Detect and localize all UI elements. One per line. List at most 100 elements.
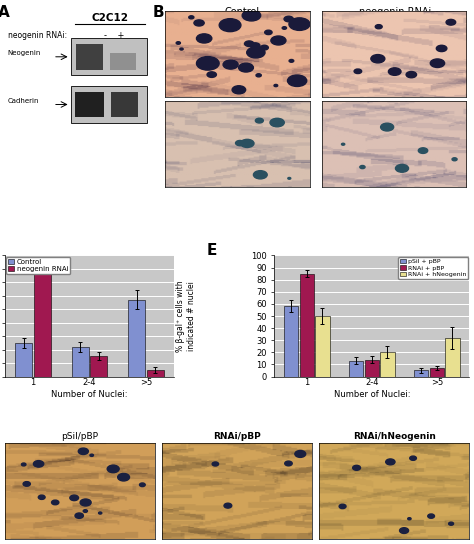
Circle shape	[288, 177, 291, 179]
Circle shape	[430, 59, 445, 67]
Circle shape	[194, 20, 204, 26]
Circle shape	[236, 140, 244, 146]
Circle shape	[38, 495, 45, 499]
Bar	[72, 347, 89, 376]
Circle shape	[245, 41, 254, 46]
Bar	[414, 370, 428, 376]
Circle shape	[34, 461, 44, 467]
Circle shape	[250, 43, 260, 48]
Circle shape	[264, 30, 272, 35]
Bar	[15, 343, 32, 376]
Circle shape	[196, 34, 212, 43]
Circle shape	[256, 74, 261, 77]
Circle shape	[232, 86, 246, 94]
Circle shape	[212, 462, 219, 466]
Circle shape	[242, 10, 261, 21]
Text: neogenin RNAi: neogenin RNAi	[359, 7, 432, 17]
Circle shape	[99, 512, 102, 514]
Circle shape	[180, 48, 183, 50]
Text: E: E	[206, 243, 217, 258]
Circle shape	[436, 45, 447, 52]
Circle shape	[408, 518, 411, 520]
Circle shape	[284, 16, 293, 22]
Circle shape	[274, 84, 278, 86]
Circle shape	[386, 459, 395, 465]
Bar	[75, 91, 104, 118]
Title: pSil/pBP: pSil/pBP	[61, 432, 98, 441]
Text: Cadherin: Cadherin	[8, 98, 39, 104]
Circle shape	[353, 465, 361, 471]
Circle shape	[395, 164, 409, 172]
Circle shape	[375, 24, 382, 29]
Bar	[445, 338, 459, 376]
Circle shape	[80, 499, 91, 506]
Circle shape	[419, 148, 428, 153]
Circle shape	[223, 60, 238, 69]
Bar	[91, 356, 107, 376]
Text: C2C12: C2C12	[91, 13, 128, 23]
Circle shape	[90, 454, 93, 456]
Bar	[315, 316, 329, 376]
Circle shape	[107, 465, 119, 473]
Title: RNAi/hNeogenin: RNAi/hNeogenin	[353, 432, 436, 441]
Circle shape	[197, 57, 219, 70]
Circle shape	[285, 461, 292, 466]
Bar	[76, 44, 103, 70]
Text: neogenin RNAi:: neogenin RNAi:	[8, 31, 67, 40]
Bar	[34, 266, 51, 376]
Circle shape	[260, 45, 268, 50]
Legend: pSil + pBP, RNAi + pBP, RNAi + hNeogenin: pSil + pBP, RNAi + pBP, RNAi + hNeogenin	[398, 257, 468, 279]
Text: A: A	[0, 5, 9, 21]
Circle shape	[295, 450, 306, 458]
Circle shape	[139, 483, 145, 486]
Circle shape	[118, 473, 129, 481]
Text: B: B	[153, 5, 164, 21]
Circle shape	[176, 42, 181, 44]
Circle shape	[428, 514, 435, 518]
Circle shape	[371, 54, 385, 63]
Circle shape	[406, 71, 417, 78]
Circle shape	[189, 16, 194, 19]
Circle shape	[75, 513, 83, 518]
X-axis label: Number of Nuclei:: Number of Nuclei:	[51, 390, 128, 399]
Circle shape	[339, 504, 346, 509]
Bar	[300, 274, 314, 376]
Bar	[147, 370, 164, 376]
Circle shape	[238, 63, 254, 72]
Circle shape	[70, 495, 79, 500]
Bar	[111, 91, 138, 118]
Circle shape	[254, 171, 267, 179]
Text: Control: Control	[225, 7, 260, 17]
Circle shape	[255, 118, 264, 123]
Circle shape	[52, 500, 59, 505]
Circle shape	[289, 59, 294, 62]
Circle shape	[452, 158, 457, 161]
Circle shape	[288, 75, 307, 86]
Circle shape	[247, 47, 265, 58]
Circle shape	[449, 522, 454, 526]
Legend: Control, neogenin RNAi: Control, neogenin RNAi	[6, 257, 70, 274]
Title: RNAi/pBP: RNAi/pBP	[213, 432, 261, 441]
Bar	[365, 360, 379, 376]
Bar	[349, 361, 364, 376]
Circle shape	[282, 27, 286, 29]
Circle shape	[240, 139, 254, 147]
Bar	[284, 306, 299, 376]
Circle shape	[400, 528, 409, 534]
X-axis label: Number of Nuclei:: Number of Nuclei:	[334, 390, 410, 399]
Bar	[71, 86, 146, 123]
Circle shape	[446, 20, 456, 25]
Circle shape	[23, 481, 30, 486]
Bar	[380, 353, 394, 376]
Circle shape	[83, 510, 87, 512]
Text: Neogenin: Neogenin	[8, 50, 41, 56]
Circle shape	[219, 18, 241, 32]
Text: -    +: - +	[104, 31, 125, 40]
Bar	[128, 300, 145, 376]
Circle shape	[224, 503, 232, 508]
Circle shape	[360, 165, 365, 169]
Circle shape	[381, 123, 394, 131]
Circle shape	[271, 36, 286, 45]
Bar	[71, 39, 146, 75]
Circle shape	[21, 463, 26, 466]
